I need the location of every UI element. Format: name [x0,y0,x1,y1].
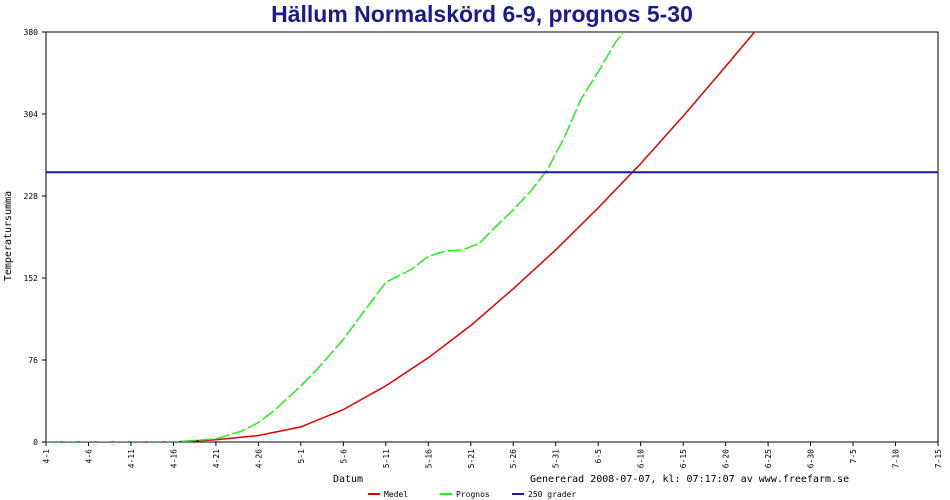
y-axis-label: Temperatursumma [3,191,14,281]
x-tick-label: 4-21 [212,449,221,468]
x-axis-label: Datum [333,474,363,485]
x-tick-label: 5-1 [297,449,306,464]
legend-label: 250 grader [528,490,576,499]
x-tick-label: 5-21 [467,449,476,468]
x-tick-label: 7-5 [849,449,858,464]
y-tick-label: 0 [33,438,38,447]
y-tick-label: 228 [24,192,39,201]
plot-frame [45,31,939,443]
x-tick-label: 4-26 [254,449,263,468]
y-tick-label: 76 [28,356,38,365]
legend-label: Prognos [456,490,490,499]
y-tick-label: 380 [24,28,39,37]
footer-text: Genererad 2008-07-07, kl: 07:17:07 av ww… [530,474,849,485]
x-tick-label: 7-10 [892,449,901,468]
x-tick-label: 6-15 [679,449,688,468]
x-tick-label: 7-15 [934,449,943,468]
chart-title: Hällum Normalskörd 6-9, prognos 5-30 [271,1,693,27]
x-tick-label: 5-6 [339,449,348,464]
x-tick-label: 6-30 [807,449,816,468]
x-tick-label: 6-10 [637,449,646,468]
x-tick-label: 4-11 [127,449,136,468]
series-line-prognos [46,32,625,442]
x-tick-label: 6-5 [594,449,603,464]
x-tick-label: 5-16 [424,449,433,468]
x-tick-label: 4-16 [169,449,178,468]
x-tick-label: 5-31 [552,449,561,468]
y-tick-label: 304 [24,110,39,119]
legend-label: Medel [384,490,408,499]
legend: Medel Prognos 250 grader [368,490,576,499]
plot-area: 0 76 152 228 304 380 4-1 4-6 4-11 4-16 4-21 4-26 5-1… [24,28,943,468]
x-tick-label: 5-26 [509,449,518,468]
series-line-medel [46,32,756,442]
x-tick-label: 6-25 [764,449,773,468]
x-tick-label: 5-11 [382,449,391,468]
x-tick-label: 4-6 [84,449,93,464]
y-tick-label: 152 [24,274,39,283]
x-tick-label: 4-1 [42,449,51,464]
x-tick-label: 6-20 [722,449,731,468]
